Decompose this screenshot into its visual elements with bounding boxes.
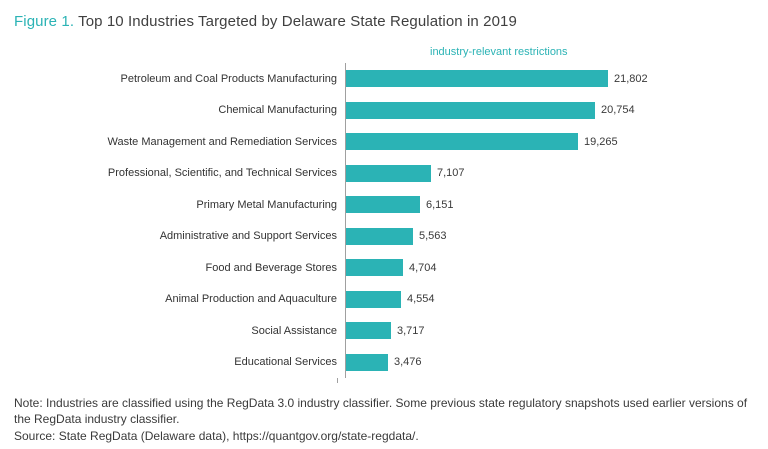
chart-row: Petroleum and Coal Products Manufacturin… xyxy=(14,63,754,95)
bar-area: 5,563 xyxy=(345,220,754,252)
bar xyxy=(346,259,403,277)
bar xyxy=(346,322,391,340)
bar-area: 19,265 xyxy=(345,126,754,158)
chart-row: Professional, Scientific, and Technical … xyxy=(14,157,754,189)
value-label: 4,554 xyxy=(407,293,435,306)
value-label: 7,107 xyxy=(437,167,465,180)
bar xyxy=(346,290,401,308)
category-label: Animal Production and Aquaculture xyxy=(165,293,337,306)
bar-area: 3,717 xyxy=(345,315,754,347)
bar-area: 7,107 xyxy=(345,157,754,189)
bar xyxy=(346,227,413,245)
chart-row: Food and Beverage Stores 4,704 xyxy=(14,252,754,284)
bar-area: 21,802 xyxy=(345,63,754,95)
value-label: 3,717 xyxy=(397,324,425,337)
bar xyxy=(346,196,420,214)
figure-notes: Note: Industries are classified using th… xyxy=(14,395,754,444)
note-text: Note: Industries are classified using th… xyxy=(14,396,748,426)
chart-row: Chemical Manufacturing 20,754 xyxy=(14,94,754,126)
value-label: 21,802 xyxy=(614,72,648,85)
chart-row: Primary Metal Manufacturing 6,151 xyxy=(14,189,754,221)
value-label: 19,265 xyxy=(584,135,618,148)
chart-rows: Petroleum and Coal Products Manufacturin… xyxy=(14,63,754,378)
category-label: Educational Services xyxy=(234,356,337,369)
category-label: Chemical Manufacturing xyxy=(218,104,337,117)
value-label: 4,704 xyxy=(409,261,437,274)
category-label: Food and Beverage Stores xyxy=(205,261,337,274)
chart-row: Social Assistance 3,717 xyxy=(14,315,754,347)
value-label: 20,754 xyxy=(601,104,635,117)
chart-row: Educational Services 3,476 xyxy=(14,346,754,378)
category-label: Social Assistance xyxy=(251,324,337,337)
axis-label: industry-relevant restrictions xyxy=(430,46,568,58)
figure-number: Figure 1. xyxy=(14,13,75,30)
bar xyxy=(346,101,595,119)
category-label: Waste Management and Remediation Service… xyxy=(107,135,338,148)
axis-line-extension xyxy=(337,378,348,383)
bar xyxy=(346,353,388,371)
category-label: Administrative and Support Services xyxy=(159,230,337,243)
source-text: Source: State RegData (Delaware data), h… xyxy=(14,429,419,443)
bar-area: 3,476 xyxy=(345,346,754,378)
chart-row: Waste Management and Remediation Service… xyxy=(14,126,754,158)
value-label: 6,151 xyxy=(426,198,454,211)
chart-row: Administrative and Support Services 5,563 xyxy=(14,220,754,252)
value-label: 5,563 xyxy=(419,230,447,243)
bar xyxy=(346,133,578,151)
figure-title: Figure 1. Top 10 Industries Targeted by … xyxy=(14,12,754,32)
bar xyxy=(346,164,431,182)
value-label: 3,476 xyxy=(394,356,422,369)
chart-row: Animal Production and Aquaculture 4,554 xyxy=(14,283,754,315)
category-label: Primary Metal Manufacturing xyxy=(196,198,337,211)
category-label: Petroleum and Coal Products Manufacturin… xyxy=(120,72,337,85)
bar-area: 4,554 xyxy=(345,283,754,315)
bar-area: 4,704 xyxy=(345,252,754,284)
figure-title-text: Top 10 Industries Targeted by Delaware S… xyxy=(78,13,517,30)
bar xyxy=(346,70,608,88)
category-label: Professional, Scientific, and Technical … xyxy=(107,167,337,180)
bar-area: 6,151 xyxy=(345,189,754,221)
bar-area: 20,754 xyxy=(345,94,754,126)
